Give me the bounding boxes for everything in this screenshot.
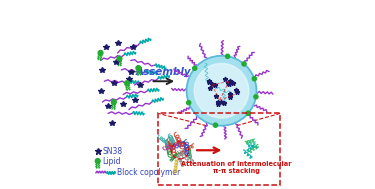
Circle shape [136,66,141,70]
Circle shape [98,50,103,55]
Circle shape [124,81,129,86]
Circle shape [187,101,191,105]
Circle shape [242,62,246,66]
Circle shape [225,54,230,58]
Circle shape [186,56,256,126]
Circle shape [193,66,197,70]
Circle shape [254,95,258,99]
Circle shape [111,100,116,105]
Circle shape [95,159,100,163]
Circle shape [117,56,122,61]
Text: Attenuation of intermolecular
π-π stacking: Attenuation of intermolecular π-π stacki… [182,161,292,174]
Text: Lipid: Lipid [102,157,121,166]
Circle shape [213,123,217,127]
Text: Assembly: Assembly [136,67,192,77]
Circle shape [252,77,257,81]
Text: Block copolymer: Block copolymer [117,168,180,177]
Circle shape [246,111,250,115]
Circle shape [194,64,249,118]
Text: SN38: SN38 [102,147,122,156]
